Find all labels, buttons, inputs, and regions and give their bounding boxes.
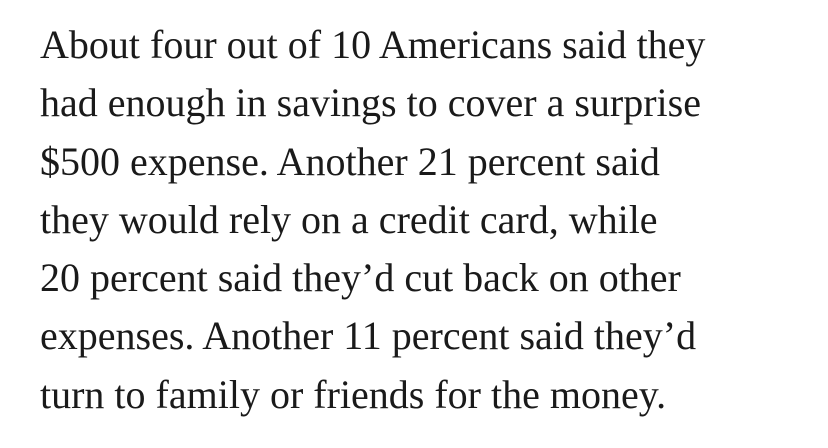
text-line: $500 expense. Another 21 percent said <box>40 138 660 184</box>
text-line: had enough in savings to cover a surpris… <box>40 80 701 126</box>
text-line: they would rely on a credit card, while <box>40 196 658 242</box>
paragraph: About four out of 10 Americans said they… <box>40 16 828 424</box>
text-line: expenses. Another 11 percent said they’d <box>40 313 697 359</box>
text-line: About four out of 10 Americans said they <box>40 22 706 67</box>
text-line: 20 percent said they’d cut back on other <box>40 255 681 301</box>
text-line: turn to family or friends for the money. <box>40 371 667 417</box>
